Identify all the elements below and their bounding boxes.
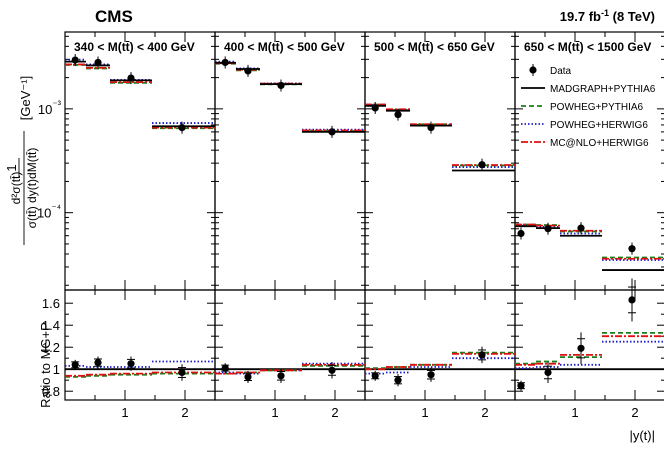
ratio-data-point	[371, 372, 379, 380]
data-point	[478, 161, 486, 169]
ratio-data-point	[517, 382, 525, 390]
ratio-data-point	[628, 296, 636, 304]
top-panel-frame-1	[64, 31, 216, 291]
panel-label-1: 340 < M(tt̄) < 400 GeV	[74, 40, 195, 54]
data-point	[371, 104, 379, 112]
y-title-unit: [GeV⁻¹]	[18, 76, 33, 120]
ratio-data-point	[244, 373, 252, 381]
data-point	[577, 224, 585, 232]
legend-label-powheg_herwig: POWHEG+HERWIG6	[550, 120, 648, 131]
x-axis-title: |y(t)|	[629, 428, 655, 443]
data-point	[394, 111, 402, 119]
legend-label-madgraph: MADGRAPH+PYTHIA6	[550, 84, 656, 95]
y-tick-label-top: 10⁻⁴	[37, 204, 61, 221]
data-point	[178, 123, 186, 132]
data-point	[544, 225, 552, 233]
luminosity-label: 19.7 fb-1 (8 TeV)	[560, 8, 655, 24]
data-point	[127, 74, 135, 82]
y-tick-label-ratio: 1.4	[42, 318, 60, 333]
data-point	[517, 229, 525, 238]
data-point	[628, 245, 636, 253]
data-point	[244, 67, 252, 75]
panel-label-2: 400 < M(tt̄) < 500 GeV	[224, 40, 345, 54]
x-tick-label: 2	[181, 405, 188, 420]
ratio-data-point	[221, 364, 229, 372]
ratio-data-point	[71, 361, 79, 369]
x-tick-label: 2	[331, 405, 338, 420]
x-tick-label: 1	[421, 405, 428, 420]
top-panel-frame-4	[514, 31, 664, 291]
y-tick-label-ratio: 1.6	[42, 296, 60, 311]
x-tick-label: 1	[271, 405, 278, 420]
data-point	[94, 58, 102, 67]
ratio-data-point	[577, 344, 585, 352]
ratio-data-point	[127, 360, 135, 368]
top-panel-frame-3	[364, 31, 516, 291]
ratio-data-point	[94, 359, 102, 367]
y-axis-title-bottom: Ratio to MG+P	[38, 322, 53, 408]
data-point	[71, 56, 79, 64]
data-point	[427, 123, 435, 132]
x-tick-label: 1	[121, 405, 128, 420]
ratio-data-point	[544, 368, 552, 377]
plot-area: 1 2 1 2 1 2 1 2 10⁻³ 10⁻⁴ 0.8 1 1.2 1.4 1.6 340 < M(tt̄…	[37, 31, 664, 420]
y-tick-label-ratio: 0.8	[42, 384, 60, 399]
svg-text:1: 1	[4, 164, 19, 171]
legend-label-data: Data	[550, 66, 572, 77]
data-point	[221, 58, 229, 67]
x-tick-label: 2	[631, 405, 638, 420]
ratio-data-point	[427, 371, 435, 379]
ratio-data-point	[478, 351, 486, 359]
y-axis-title-top: σ(tt̄) dy(t)dM(tt̄) d²σ(tt̄) [GeV⁻¹]	[9, 76, 39, 245]
ratio-data-point	[178, 368, 186, 377]
x-tick-label: 2	[481, 405, 488, 420]
x-tick-label: 1	[571, 405, 578, 420]
legend-label-mcnlo: MC@NLO+HERWIG6	[550, 138, 649, 149]
ratio-panel-frame-1	[64, 289, 216, 401]
y-axis-title-one: 1	[4, 158, 20, 178]
y-tick-label-ratio: 1.2	[42, 340, 60, 355]
ratio-data-point	[328, 366, 336, 374]
legend-label-powheg_pythia: POWHEG+PYTHIA6	[550, 102, 644, 113]
data-point	[328, 128, 336, 136]
y-title-numerator: d²σ(tt̄)	[9, 172, 23, 205]
ratio-data-point	[394, 376, 402, 384]
legend-data-marker	[529, 66, 537, 74]
ratio-panel-frame-4	[514, 289, 664, 401]
y-tick-label-ratio: 1	[53, 362, 60, 377]
panel-label-3: 500 < M(tt̄) < 650 GeV	[374, 40, 495, 54]
y-tick-label-top: 10⁻³	[38, 100, 62, 117]
ratio-data-point	[277, 372, 285, 380]
data-point	[277, 81, 285, 90]
panel-label-4: 650 < M(tt̄) < 1500 GeV	[524, 40, 651, 54]
ratio-panel-frame-2	[214, 289, 366, 401]
experiment-label: CMS	[95, 7, 133, 26]
y-title-denominator: σ(tt̄) dy(t)dM(tt̄)	[25, 148, 39, 229]
ratio-panel-frame-3	[364, 289, 516, 401]
